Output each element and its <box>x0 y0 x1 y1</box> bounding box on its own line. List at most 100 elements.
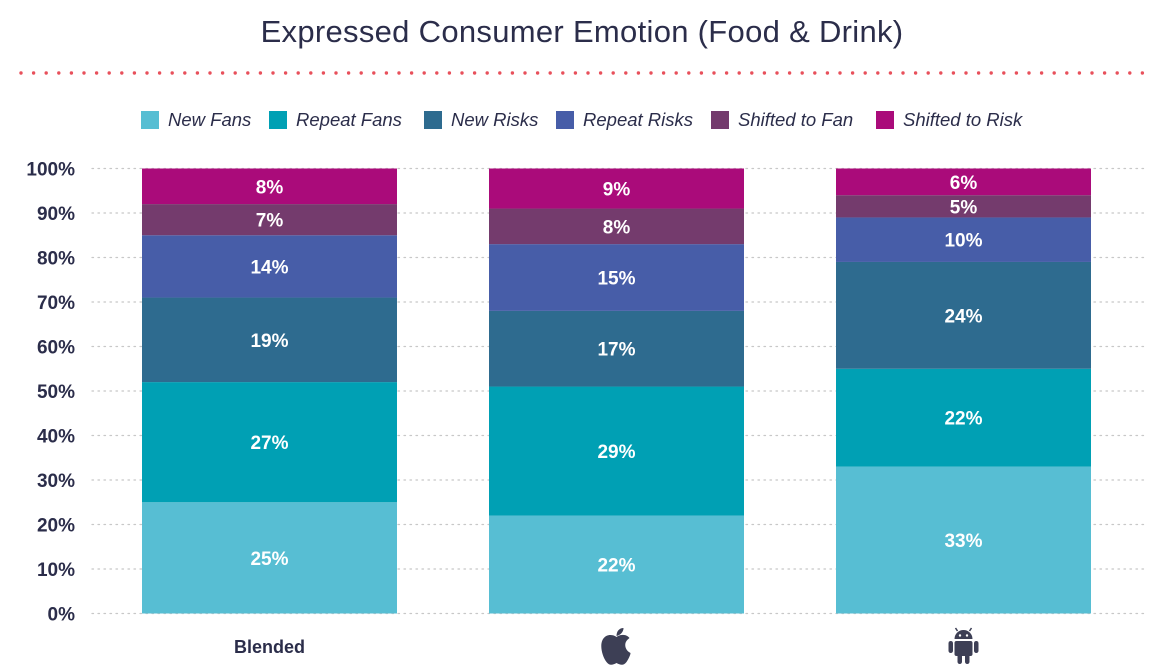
divider-dot <box>913 71 918 75</box>
divider-dot <box>951 71 956 75</box>
bar-segment <box>142 235 397 298</box>
bar-data-label: 8% <box>603 217 631 238</box>
divider-dot <box>561 71 565 75</box>
bar-segment <box>836 368 1091 467</box>
divider-dot <box>813 71 817 75</box>
bar-data-label: 5% <box>950 197 978 218</box>
divider-dot <box>157 71 162 75</box>
bar-data-label: 10% <box>944 231 982 252</box>
bar-data-label: 22% <box>944 409 982 430</box>
divider-dot <box>535 71 540 75</box>
divider-dot <box>523 71 527 75</box>
y-tick-label: 30% <box>37 471 75 492</box>
divider-dot <box>460 71 464 75</box>
divider-dot <box>1002 71 1006 75</box>
bar-data-label: 17% <box>597 340 635 361</box>
divider-dot <box>498 71 502 75</box>
y-tick-label: 50% <box>37 382 75 403</box>
legend-item: New Risks <box>424 109 538 130</box>
divider-dot <box>1039 71 1044 75</box>
divider-dot <box>334 71 338 75</box>
divider-dot <box>510 71 515 75</box>
bar-segment <box>489 515 744 614</box>
legend-label: Repeat Risks <box>583 109 693 130</box>
divider-dot <box>435 71 439 75</box>
bar-segment <box>836 466 1091 614</box>
divider-dot <box>1102 71 1107 75</box>
bar-data-label: 15% <box>597 269 635 290</box>
divider-dot <box>687 71 691 75</box>
divider-dot <box>1052 71 1056 75</box>
bar-data-label: 7% <box>256 211 284 232</box>
bar-data-label: 22% <box>597 556 635 577</box>
divider-dot <box>1090 71 1094 75</box>
divider-dot <box>712 71 716 75</box>
divider-dot <box>384 71 389 75</box>
divider-dot <box>69 71 74 75</box>
divider-dot <box>1065 71 1069 75</box>
divider-dot <box>183 71 187 75</box>
divider-dot <box>447 71 452 75</box>
divider-dot <box>989 71 993 75</box>
legend-label: Shifted to Risk <box>903 109 1024 130</box>
y-tick-label: 20% <box>37 516 75 537</box>
bar-data-label: 9% <box>603 180 631 201</box>
divider-dot <box>258 71 263 75</box>
divider-dot <box>661 71 666 75</box>
legend-swatch <box>556 111 574 129</box>
x-category-label: Blended <box>234 637 305 657</box>
y-tick-label: 80% <box>37 249 75 270</box>
legend-item: Shifted to Fan <box>711 109 853 130</box>
divider-dot <box>271 71 275 75</box>
bar-segment <box>836 168 1091 196</box>
title-divider <box>19 71 1145 75</box>
bar-data-label: 33% <box>944 531 982 552</box>
bar-segment <box>489 310 744 387</box>
divider-dot <box>82 71 86 75</box>
divider-dot <box>876 71 880 75</box>
divider-dot <box>1014 71 1019 75</box>
y-tick-label: 60% <box>37 338 75 359</box>
divider-dot <box>939 71 943 75</box>
bar-data-label: 27% <box>250 433 288 454</box>
divider-dot <box>208 71 212 75</box>
bar-segment <box>836 217 1091 262</box>
divider-dot <box>170 71 174 75</box>
divider-dot <box>321 71 326 75</box>
divider-dot <box>674 71 678 75</box>
bar-data-label: 8% <box>256 177 284 198</box>
divider-dot <box>233 71 237 75</box>
divider-dot <box>372 71 376 75</box>
legend-swatch <box>876 111 894 129</box>
chart-title: Expressed Consumer Emotion (Food & Drink… <box>260 14 904 49</box>
y-tick-label: 90% <box>37 204 75 225</box>
legend-swatch <box>141 111 159 129</box>
divider-dot <box>220 71 225 75</box>
bar-segment <box>142 168 397 205</box>
apple-icon <box>601 628 631 665</box>
legend-label: New Fans <box>168 109 251 130</box>
bar-segment <box>142 204 397 236</box>
divider-dot <box>485 71 489 75</box>
divider-dot <box>145 71 149 75</box>
divider-dot <box>309 71 313 75</box>
y-tick-label: 40% <box>37 427 75 448</box>
divider-dot <box>246 71 250 75</box>
legend-swatch <box>424 111 442 129</box>
divider-dot <box>1140 71 1145 75</box>
divider-dot <box>1077 71 1082 75</box>
divider-dot <box>737 71 741 75</box>
divider-dot <box>838 71 842 75</box>
divider-dot <box>296 71 300 75</box>
y-tick-label: 100% <box>26 160 75 181</box>
legend-label: Repeat Fans <box>296 109 402 130</box>
bar-data-label: 25% <box>250 549 288 570</box>
divider-dot <box>107 71 111 75</box>
divider-dot <box>346 71 351 75</box>
divider-dot <box>397 71 401 75</box>
divider-dot <box>422 71 426 75</box>
divider-dot <box>359 71 363 75</box>
divider-dot <box>598 71 603 75</box>
bar-data-label: 14% <box>250 257 288 278</box>
divider-dot <box>964 71 968 75</box>
